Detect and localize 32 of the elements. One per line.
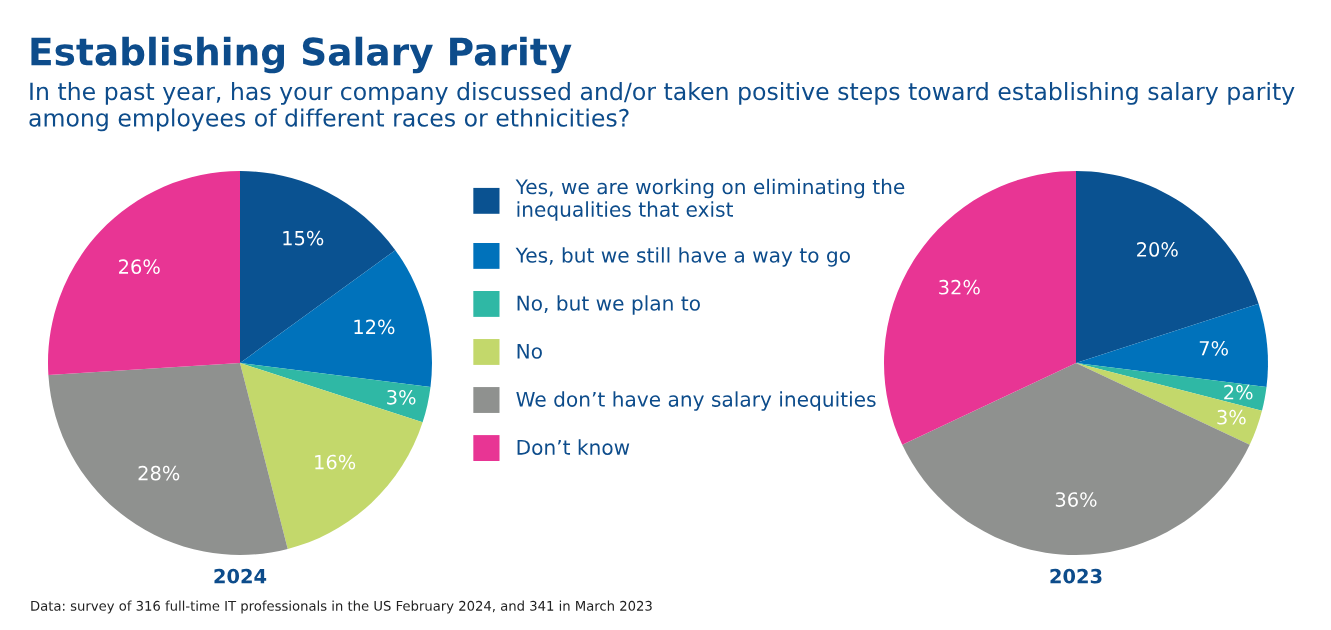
pie-slice (240, 363, 431, 423)
chart-subtitle: In the past year, has your company discussed and/or taken positive steps toward establishing salary parity among employees of different races or ethnicities? (29, 82, 1295, 132)
data-label: 36% (1055, 492, 1097, 507)
text: Data: survey of 316 full-time IT professionals in the US February 2024, and 341 in March 2023 (31, 600, 652, 614)
data-label: 15% (283, 230, 324, 246)
data-label: 32% (939, 279, 980, 295)
data-label: 3% (387, 389, 416, 405)
legend-label: No, but we plan to (517, 295, 700, 315)
data-label: 2% (1224, 384, 1253, 400)
text: 2023 (1050, 568, 1102, 584)
data-label: 16% (315, 454, 356, 470)
data-label: 20% (1137, 242, 1178, 257)
data-label: 7% (1199, 340, 1228, 356)
legend-label: Yes, we are working on eliminating the inequalities that exist (515, 178, 905, 221)
text: 2024 (214, 568, 267, 584)
data-label: 28% (138, 465, 180, 481)
chart-title: Establishing Salary Parity (31, 36, 572, 74)
legend-label: Don’t know (517, 439, 630, 455)
pie-slice (240, 363, 423, 549)
data-label: 26% (119, 259, 160, 275)
pie-slice (1076, 363, 1262, 445)
pie-slice (240, 171, 396, 363)
legend-label: Yes, but we still have a way to go (515, 247, 850, 267)
data-label: 12% (354, 319, 395, 335)
legend-label: We don’t have any salary inequities (516, 391, 876, 411)
pie-slice (48, 171, 240, 376)
pie-slice (1076, 363, 1267, 411)
pie-slice (240, 250, 432, 388)
data-label: 3% (1217, 409, 1246, 425)
pie-slice (1076, 171, 1259, 363)
pie-slice (48, 363, 288, 555)
legend-label: No (517, 343, 542, 359)
